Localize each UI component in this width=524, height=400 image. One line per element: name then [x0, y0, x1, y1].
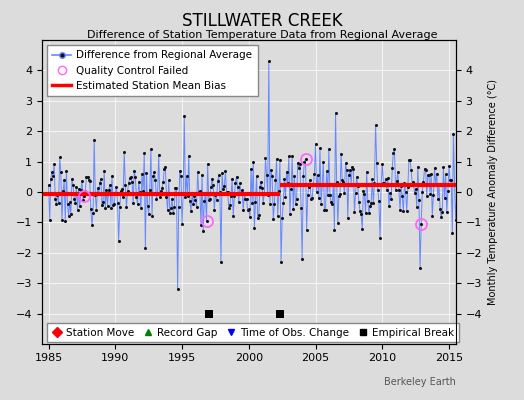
Text: STILLWATER CREEK: STILLWATER CREEK	[182, 12, 342, 30]
Legend: Station Move, Record Gap, Time of Obs. Change, Empirical Break: Station Move, Record Gap, Time of Obs. C…	[47, 324, 458, 342]
Text: Berkeley Earth: Berkeley Earth	[384, 378, 456, 388]
Y-axis label: Monthly Temperature Anomaly Difference (°C): Monthly Temperature Anomaly Difference (…	[488, 79, 498, 305]
Text: Difference of Station Temperature Data from Regional Average: Difference of Station Temperature Data f…	[87, 30, 437, 40]
